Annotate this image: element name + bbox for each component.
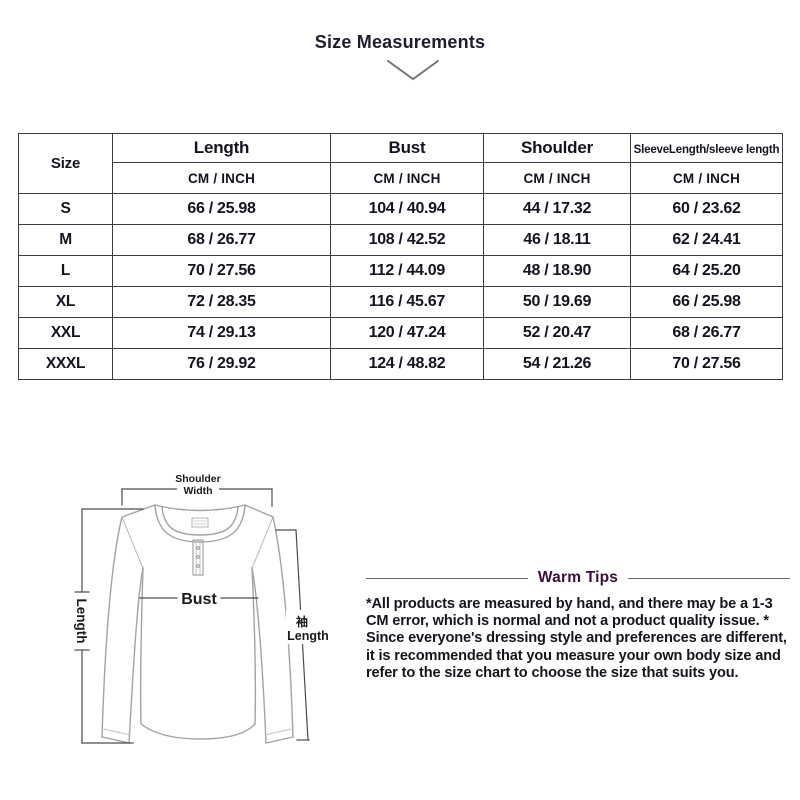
shoulder-width-label-line1: Shoulder — [175, 473, 221, 485]
table-row: L 70 / 27.56 112 / 44.09 48 / 18.90 64 /… — [18, 255, 783, 287]
cell-sleeve: 64 / 25.20 — [630, 255, 783, 287]
cell-size: S — [18, 193, 113, 225]
cell-shoulder: 46 / 18.11 — [483, 224, 631, 256]
unit-cell: CM / INCH — [630, 162, 783, 194]
shoulder-width-label-line2: Width — [183, 485, 212, 497]
cell-bust: 116 / 45.67 — [330, 286, 484, 318]
table-row: S 66 / 25.98 104 / 40.94 44 / 17.32 60 /… — [18, 193, 783, 225]
bust-label: Bust — [181, 591, 217, 608]
cell-bust: 120 / 47.24 — [330, 317, 484, 349]
unit-cell: CM / INCH — [112, 162, 331, 194]
cell-shoulder: 52 / 20.47 — [483, 317, 631, 349]
cell-length: 72 / 28.35 — [112, 286, 331, 318]
unit-cell: CM / INCH — [483, 162, 631, 194]
cell-sleeve: 66 / 25.98 — [630, 286, 783, 318]
cell-size: XL — [18, 286, 113, 318]
table-unit-row: CM / INCH CM / INCH CM / INCH CM / INCH — [19, 162, 783, 194]
cell-bust: 112 / 44.09 — [330, 255, 484, 287]
cell-length: 74 / 29.13 — [112, 317, 331, 349]
cell-length: 70 / 27.56 — [112, 255, 331, 287]
column-header-bust: Bust — [330, 133, 484, 163]
cell-sleeve: 70 / 27.56 — [630, 348, 783, 380]
column-header-size: Size — [18, 133, 113, 194]
cell-length: 68 / 26.77 — [112, 224, 331, 256]
cell-bust: 104 / 40.94 — [330, 193, 484, 225]
cell-bust: 124 / 48.82 — [330, 348, 484, 380]
shirt-measurement-diagram: Shoulder Width Length Bust 袖 Length — [74, 473, 333, 744]
divider-line-right — [628, 577, 790, 579]
cell-size: XXL — [18, 317, 113, 349]
cell-sleeve: 60 / 23.62 — [630, 193, 783, 225]
unit-cell: CM / INCH — [330, 162, 484, 194]
cell-size: XXXL — [18, 348, 113, 380]
column-header-shoulder: Shoulder — [483, 133, 631, 163]
divider-line-left — [366, 577, 528, 579]
cell-shoulder: 54 / 21.26 — [483, 348, 631, 380]
cell-sleeve: 68 / 26.77 — [630, 317, 783, 349]
table-row: XXL 74 / 29.13 120 / 47.24 52 / 20.47 68… — [18, 317, 783, 349]
sleeve-length-label-line2: Length — [287, 629, 329, 643]
cell-shoulder: 48 / 18.90 — [483, 255, 631, 287]
column-header-sleeve: SleeveLength/sleeve length — [630, 133, 783, 163]
page-title: Size Measurements — [314, 32, 486, 52]
cell-length: 66 / 25.98 — [112, 193, 331, 225]
table-row: M 68 / 26.77 108 / 42.52 46 / 18.11 62 /… — [18, 224, 783, 256]
cell-sleeve: 62 / 24.41 — [630, 224, 783, 256]
cell-length: 76 / 29.92 — [112, 348, 331, 380]
length-label: Length — [74, 599, 89, 644]
cell-bust: 108 / 42.52 — [330, 224, 484, 256]
column-header-length: Length — [112, 133, 331, 163]
warm-tips-title: Warm Tips — [537, 569, 619, 586]
table-row: XXXL 76 / 29.92 124 / 48.82 54 / 21.26 7… — [18, 348, 783, 380]
cell-size: L — [18, 255, 113, 287]
warm-tips-body: *All products are measured by hand, and … — [366, 596, 787, 681]
chevron-down-icon — [387, 60, 439, 81]
cell-shoulder: 44 / 17.32 — [483, 193, 631, 225]
table-header-row: Size Length Bust Shoulder SleeveLength/s… — [18, 133, 783, 194]
sleeve-length-label-line1: 袖 — [296, 614, 308, 629]
cell-size: M — [18, 224, 113, 256]
warm-tips-header: Warm Tips — [366, 569, 790, 587]
cell-shoulder: 50 / 19.69 — [483, 286, 631, 318]
size-measurements-table: Size Length Bust Shoulder SleeveLength/s… — [18, 133, 783, 380]
table-row: XL 72 / 28.35 116 / 45.67 50 / 19.69 66 … — [18, 286, 783, 318]
